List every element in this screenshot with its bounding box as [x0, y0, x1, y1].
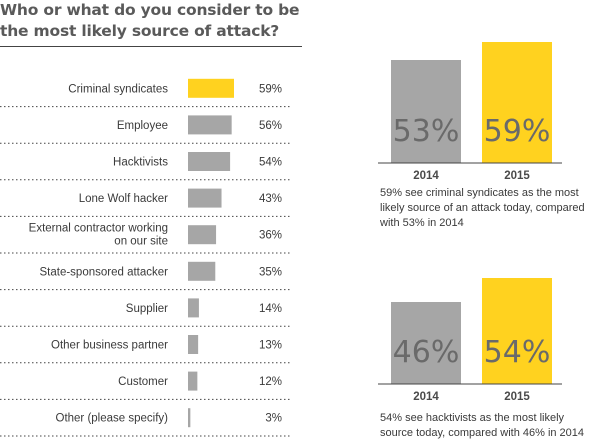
yoy-2015-criminal-value-label: 59% [484, 114, 551, 149]
caption-criminal-syndicates: 59% see criminal syndicates as the most … [380, 187, 585, 229]
bar [188, 78, 234, 98]
value-label: 12% [259, 376, 282, 388]
yoy-2015-hacktivists-value-label: 54% [484, 335, 551, 370]
caption-hacktivists: 54% see hacktivists as the most likely s… [380, 412, 585, 439]
chart-title: Who or what do you consider to be the mo… [0, 1, 300, 40]
category-label: Hacktivists [113, 157, 168, 169]
category-label: External contractor working [29, 223, 168, 235]
value-label: 14% [259, 303, 282, 315]
bar [188, 225, 217, 245]
value-label: 35% [259, 266, 282, 278]
yoy-2015-criminal-bar [482, 42, 552, 163]
bar [188, 298, 199, 318]
bar [188, 408, 191, 428]
category-label: Criminal syndicates [68, 83, 168, 95]
title-rule [0, 46, 302, 47]
bar [188, 371, 198, 391]
category-label: on our site [114, 236, 168, 248]
yoy-2015-criminal-year-label: 2015 [504, 170, 530, 182]
value-label: 3% [265, 413, 282, 425]
category-label: State-sponsored attacker [40, 266, 169, 278]
yoy-2015-criminal-year-label: 2014 [413, 170, 439, 182]
category-label: Other (please specify) [56, 413, 169, 425]
yoy-2015-hacktivists-year-label: 2015 [504, 391, 530, 403]
bar [188, 152, 231, 171]
value-label: 59% [259, 83, 282, 95]
value-label: 36% [259, 230, 282, 242]
yoy-2015-criminal-value-label: 53% [393, 114, 460, 149]
category-label: Supplier [126, 303, 168, 315]
yoy-2015-criminal-bar [391, 60, 461, 163]
bar [188, 261, 216, 281]
yoy-2015-hacktivists-value-label: 46% [393, 335, 460, 370]
category-label: Other business partner [51, 340, 168, 352]
bar [188, 188, 222, 208]
value-label: 56% [259, 120, 282, 132]
value-label: 54% [259, 157, 282, 169]
bar [188, 115, 232, 135]
bar [188, 335, 199, 354]
category-label: Lone Wolf hacker [79, 193, 168, 205]
yoy-2015-hacktivists-bar [482, 278, 552, 384]
category-label: Employee [117, 120, 168, 132]
yoy-2015-hacktivists-year-label: 2014 [413, 391, 439, 403]
category-label: Customer [118, 376, 168, 388]
value-label: 43% [259, 193, 282, 205]
value-label: 13% [259, 340, 282, 352]
yoy-2015-hacktivists-bar [391, 302, 461, 384]
